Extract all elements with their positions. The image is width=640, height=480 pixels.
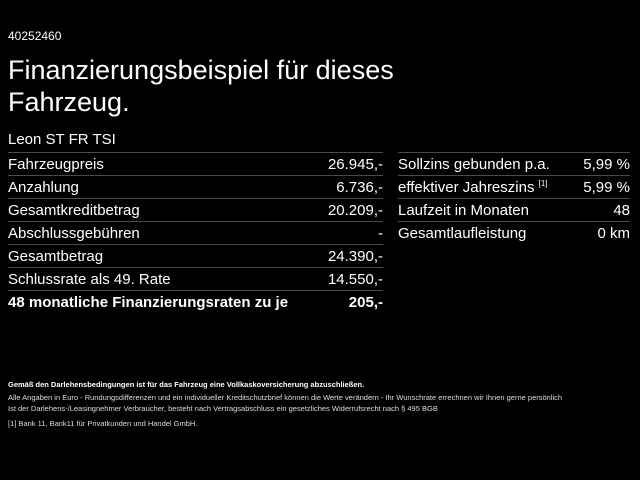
disclaimer-line: Ist der Darlehens-/Leasingnehmer Verbrau… bbox=[8, 404, 438, 413]
row-value: 48 bbox=[613, 201, 630, 219]
table-row: Schlussrate als 49. Rate 14.550,- bbox=[8, 267, 383, 290]
row-value: 20.209,- bbox=[327, 201, 383, 219]
row-value: 26.945,- bbox=[327, 155, 383, 173]
row-label: Gesamtlaufleistung bbox=[398, 224, 527, 242]
interest-table: Sollzins gebunden p.a. 5,99 % effektiver … bbox=[398, 152, 630, 244]
offer-id: 40252460 bbox=[8, 29, 62, 43]
table-row: Gesamtkreditbetrag 20.209,- bbox=[8, 198, 383, 221]
table-row: Laufzeit in Monaten 48 bbox=[398, 198, 630, 221]
footnote-text: Bank 11, Bank11 für Privatkunden und Han… bbox=[18, 419, 198, 428]
table-row: Gesamtbetrag 24.390,- bbox=[8, 244, 383, 267]
page-title: Finanzierungsbeispiel für dieses Fahrzeu… bbox=[8, 55, 394, 117]
footnote-mark: [1] bbox=[8, 419, 17, 428]
row-value: 6.736,- bbox=[336, 178, 383, 196]
row-value: - bbox=[378, 224, 383, 242]
table-row: Gesamtlaufleistung 0 km bbox=[398, 221, 630, 244]
row-label: Sollzins gebunden p.a. bbox=[398, 155, 550, 173]
footnote: [1] Bank 11, Bank11 für Privatkunden und… bbox=[8, 418, 197, 429]
row-label: Gesamtkreditbetrag bbox=[8, 201, 140, 219]
footnote-ref: [1] bbox=[538, 178, 548, 188]
financing-table: Fahrzeugpreis 26.945,- Anzahlung 6.736,- G… bbox=[8, 152, 383, 313]
row-value: 5,99 % bbox=[583, 178, 630, 196]
row-label: Anzahlung bbox=[8, 178, 79, 196]
insurance-note: Gemäß den Darlehensbedingungen ist für d… bbox=[8, 380, 365, 389]
disclaimer-line: Alle Angaben in Euro - Rundungsdifferenz… bbox=[8, 393, 563, 402]
model-name: Leon ST FR TSI bbox=[8, 131, 116, 148]
table-row: Anzahlung 6.736,- bbox=[8, 175, 383, 198]
row-label: Gesamtbetrag bbox=[8, 247, 104, 265]
row-value: 14.550,- bbox=[327, 270, 383, 288]
table-row: Fahrzeugpreis 26.945,- bbox=[8, 152, 383, 175]
row-value: 5,99 % bbox=[583, 155, 630, 173]
table-row: Sollzins gebunden p.a. 5,99 % bbox=[398, 152, 630, 175]
monthly-rate-row: 48 monatliche Finanzierungsraten zu je 20… bbox=[8, 290, 383, 313]
row-value: 0 km bbox=[597, 224, 630, 242]
disclaimer: Alle Angaben in Euro - Rundungsdifferenz… bbox=[8, 392, 562, 414]
row-label: effektiver Jahreszins [1] bbox=[398, 179, 548, 196]
row-label: Abschlussgebühren bbox=[8, 224, 140, 242]
row-label: Laufzeit in Monaten bbox=[398, 201, 529, 219]
table-row: Abschlussgebühren - bbox=[8, 221, 383, 244]
row-label: Schlussrate als 49. Rate bbox=[8, 270, 171, 288]
row-label-text: effektiver Jahreszins bbox=[398, 178, 535, 196]
row-value: 205,- bbox=[348, 293, 383, 311]
row-value: 24.390,- bbox=[327, 247, 383, 265]
table-row: effektiver Jahreszins [1] 5,99 % bbox=[398, 175, 630, 198]
row-label: 48 monatliche Finanzierungsraten zu je bbox=[8, 293, 289, 311]
row-label: Fahrzeugpreis bbox=[8, 155, 104, 173]
